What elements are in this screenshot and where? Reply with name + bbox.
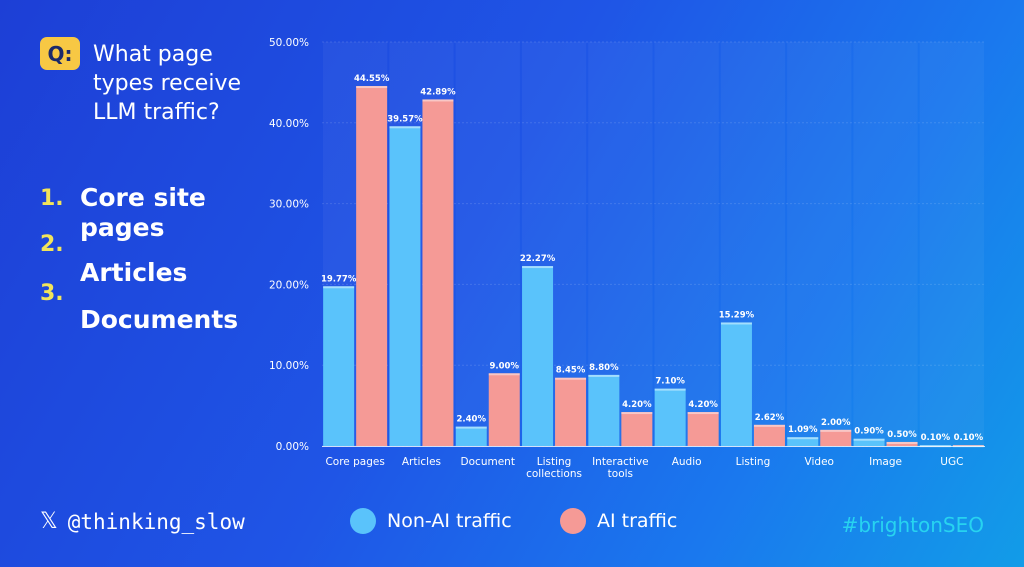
legend-label-ai: AI traffic (597, 510, 678, 532)
x-category-label: Core pages (325, 456, 384, 468)
x-category-label: Listing (736, 456, 771, 468)
bar-ai (621, 412, 653, 446)
bar-top-highlight (356, 86, 388, 89)
data-label: 0.90% (854, 427, 884, 437)
legend-item-ai: AI traffic (560, 508, 677, 534)
legend-label-non-ai: Non-AI traffic (387, 510, 512, 532)
data-label: 15.29% (719, 310, 755, 320)
y-tick-label: 40.00% (269, 118, 309, 130)
data-label: 7.10% (655, 377, 685, 387)
bar-non-ai (720, 322, 752, 446)
data-label: 2.00% (821, 418, 851, 428)
x-category-label: Video (805, 456, 834, 468)
answer-line-4: Documents (80, 305, 239, 334)
legend-item-non-ai: Non-AI traffic (350, 508, 512, 534)
x-category-label: Audio (672, 456, 702, 468)
bar-top-highlight (323, 286, 355, 289)
event-hashtag: #brightonSEO (841, 513, 984, 537)
x-category-label: Listing collections (526, 456, 582, 480)
category-column-bg (787, 42, 852, 446)
bar-non-ai (654, 388, 686, 446)
bar-non-ai (919, 445, 951, 446)
data-label: 2.62% (755, 413, 785, 423)
bar-top-highlight (654, 388, 686, 391)
x-logo-icon: 𝕏 (40, 509, 58, 534)
bar-ai (488, 373, 520, 446)
x-category-label: Document (461, 456, 515, 468)
bar-top-highlight (687, 412, 719, 415)
bar-non-ai (389, 126, 421, 446)
bar-ai (687, 412, 719, 446)
category-column-bg (654, 42, 719, 446)
bar-top-highlight (422, 99, 454, 102)
bar-ai (356, 86, 388, 446)
bar-ai (555, 377, 587, 446)
data-label: 8.45% (556, 366, 586, 376)
x-category-label: Interactive tools (592, 456, 649, 480)
bar-ai (422, 99, 454, 447)
y-tick-label: 50.00% (269, 37, 309, 49)
bar-ai (820, 429, 852, 446)
bar-top-highlight (853, 438, 885, 441)
bar-ai (886, 441, 918, 446)
category-column-bg (853, 42, 918, 446)
data-label: 8.80% (589, 363, 619, 373)
bar-top-highlight (522, 266, 554, 269)
answer-line-1: Core site (80, 183, 206, 212)
bar-top-highlight (753, 424, 785, 427)
data-label: 19.77% (321, 274, 357, 284)
answer-number-3: 3. (40, 281, 64, 306)
bar-non-ai (588, 374, 620, 446)
answer-line-2: pages (80, 213, 165, 242)
bar-top-highlight (588, 374, 620, 377)
legend-swatch-ai (560, 508, 586, 534)
bar-non-ai (455, 426, 487, 446)
answer-number-2: 2. (40, 232, 64, 257)
data-label: 44.55% (354, 74, 390, 84)
data-label: 0.10% (921, 433, 951, 443)
x-category-label: UGC (940, 456, 963, 468)
data-label: 4.20% (622, 400, 652, 410)
answer-line-3: Articles (80, 258, 188, 287)
social-handle[interactable]: 𝕏 @thinking_slow (40, 509, 245, 534)
answer-number-1: 1. (40, 186, 64, 211)
bar-non-ai (853, 438, 885, 446)
bar-top-highlight (455, 426, 487, 429)
bar-top-highlight (820, 429, 852, 432)
bar-top-highlight (720, 322, 752, 325)
y-tick-label: 20.00% (269, 279, 309, 291)
bar-top-highlight (555, 377, 587, 380)
bar-top-highlight (787, 437, 819, 440)
question-text: What page types receive LLM traffic? (93, 42, 241, 125)
data-label: 22.27% (520, 254, 556, 264)
bar-ai (952, 445, 984, 446)
data-label: 2.40% (457, 415, 487, 425)
data-label: 42.89% (420, 87, 456, 97)
bar-non-ai (323, 286, 355, 446)
bar-top-highlight (621, 412, 653, 415)
bar-non-ai (522, 266, 554, 446)
bar-non-ai (787, 437, 819, 446)
y-tick-label: 10.00% (269, 360, 309, 372)
category-column-bg (919, 42, 984, 446)
handle-text: @thinking_slow (67, 509, 245, 534)
bar-top-highlight (886, 441, 918, 444)
legend-swatch-non-ai (350, 508, 376, 534)
data-label: 0.50% (887, 430, 917, 440)
y-tick-label: 30.00% (269, 199, 309, 211)
data-label: 1.09% (788, 425, 818, 435)
bar-top-highlight (389, 126, 421, 129)
data-label: 0.10% (954, 433, 984, 443)
data-label: 9.00% (490, 361, 520, 371)
bar-top-highlight (488, 373, 520, 376)
question-badge: Q: (40, 37, 80, 70)
bar-ai (753, 424, 785, 446)
x-category-label: Image (869, 456, 902, 468)
bar-chart: 0.00% 10.00% 20.00% 30.00% 40.00% 50.00% 19.77… (269, 37, 984, 480)
y-tick-label: 0.00% (276, 441, 309, 453)
data-label: 4.20% (688, 400, 718, 410)
x-category-label: Articles (402, 456, 441, 468)
data-label: 39.57% (387, 114, 423, 124)
